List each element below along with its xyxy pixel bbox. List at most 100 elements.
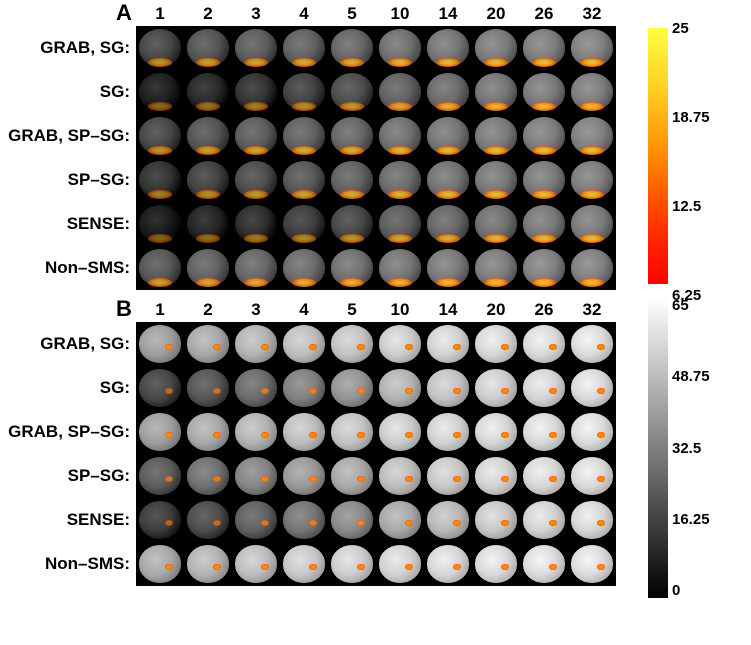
activation-hotspot (532, 58, 555, 66)
brain-cell (520, 498, 568, 542)
brain-icon (427, 501, 469, 539)
brain-icon (283, 457, 325, 495)
panel-a-label: A (116, 0, 132, 26)
brain-cell (376, 26, 424, 70)
brain-cell (280, 114, 328, 158)
brain-cell (568, 322, 616, 366)
row-label: SP–SG: (0, 454, 130, 498)
brain-icon (139, 413, 181, 451)
brain-cell (232, 246, 280, 290)
col-header: 3 (232, 300, 280, 320)
brain-icon (475, 457, 517, 495)
brain-cell (232, 454, 280, 498)
row-label: Non–SMS: (0, 246, 130, 290)
activation-hotspot (388, 278, 411, 286)
colorbar-tick: 0 (672, 583, 710, 598)
brain-cell (232, 70, 280, 114)
activation-hotspot (580, 234, 603, 242)
brain-cell (376, 454, 424, 498)
activation-hotspot (532, 102, 555, 110)
brain-cell (232, 542, 280, 586)
col-header: 3 (232, 4, 280, 24)
panel-a-grid (136, 26, 616, 290)
brain-icon (139, 325, 181, 363)
brain-cell (280, 366, 328, 410)
brain-cell (184, 498, 232, 542)
brain-cell (328, 542, 376, 586)
brain-cell (376, 202, 424, 246)
row-label: GRAB, SP–SG: (0, 410, 130, 454)
panel-a-col-headers: 123451014202632 (136, 4, 616, 24)
activation-hotspot (388, 102, 411, 110)
activation-hotspot (196, 190, 219, 198)
brain-cell (376, 322, 424, 366)
brain-cell (520, 542, 568, 586)
brain-cell (184, 26, 232, 70)
brain-cell (136, 26, 184, 70)
brain-icon (235, 501, 277, 539)
brain-icon (427, 413, 469, 451)
brain-cell (328, 70, 376, 114)
activation-hotspot (484, 102, 507, 110)
panel-b-col-headers: 123451014202632 (136, 300, 616, 320)
col-header: 1 (136, 4, 184, 24)
brain-cell (472, 202, 520, 246)
brain-cell (280, 542, 328, 586)
brain-cell (424, 498, 472, 542)
brain-cell (424, 246, 472, 290)
brain-cell (472, 70, 520, 114)
brain-cell (568, 498, 616, 542)
brain-cell (472, 26, 520, 70)
brain-cell (376, 70, 424, 114)
brain-icon (331, 325, 373, 363)
colorbar-gray: 6548.7532.516.250 (648, 298, 668, 598)
panel-b-row-labels: GRAB, SG:SG:GRAB, SP–SG:SP–SG:SENSE:Non–… (0, 322, 130, 586)
col-header: 26 (520, 300, 568, 320)
brain-cell (280, 322, 328, 366)
activation-hotspot (580, 102, 603, 110)
brain-icon (187, 457, 229, 495)
activation-hotspot (532, 278, 555, 286)
col-header: 10 (376, 4, 424, 24)
row-label: GRAB, SP–SG: (0, 114, 130, 158)
activation-hotspot (484, 234, 507, 242)
brain-cell (424, 26, 472, 70)
brain-cell (568, 410, 616, 454)
brain-icon (523, 369, 565, 407)
brain-cell (136, 498, 184, 542)
brain-icon (139, 501, 181, 539)
brain-cell (328, 498, 376, 542)
col-header: 5 (328, 4, 376, 24)
activation-hotspot (340, 102, 363, 110)
brain-icon (331, 413, 373, 451)
colorbar-tick: 12.5 (672, 199, 710, 214)
colorbar-tick: 65 (672, 298, 710, 313)
brain-icon (475, 413, 517, 451)
activation-hotspot (436, 146, 459, 154)
brain-cell (232, 26, 280, 70)
brain-icon (571, 457, 613, 495)
brain-cell (328, 366, 376, 410)
activation-hotspot (580, 146, 603, 154)
brain-cell (520, 26, 568, 70)
brain-cell (520, 158, 568, 202)
brain-icon (331, 457, 373, 495)
brain-icon (379, 457, 421, 495)
activation-hotspot (580, 278, 603, 286)
activation-hotspot (244, 146, 267, 154)
brain-cell (376, 114, 424, 158)
brain-icon (475, 545, 517, 583)
brain-cell (376, 158, 424, 202)
brain-cell (424, 322, 472, 366)
brain-cell (328, 202, 376, 246)
brain-cell (424, 542, 472, 586)
activation-hotspot (244, 102, 267, 110)
brain-cell (472, 410, 520, 454)
brain-cell (472, 498, 520, 542)
brain-icon (427, 369, 469, 407)
brain-icon (331, 545, 373, 583)
activation-hotspot (244, 58, 267, 66)
brain-cell (328, 454, 376, 498)
colorbar-tick: 48.75 (672, 369, 710, 384)
brain-cell (520, 454, 568, 498)
